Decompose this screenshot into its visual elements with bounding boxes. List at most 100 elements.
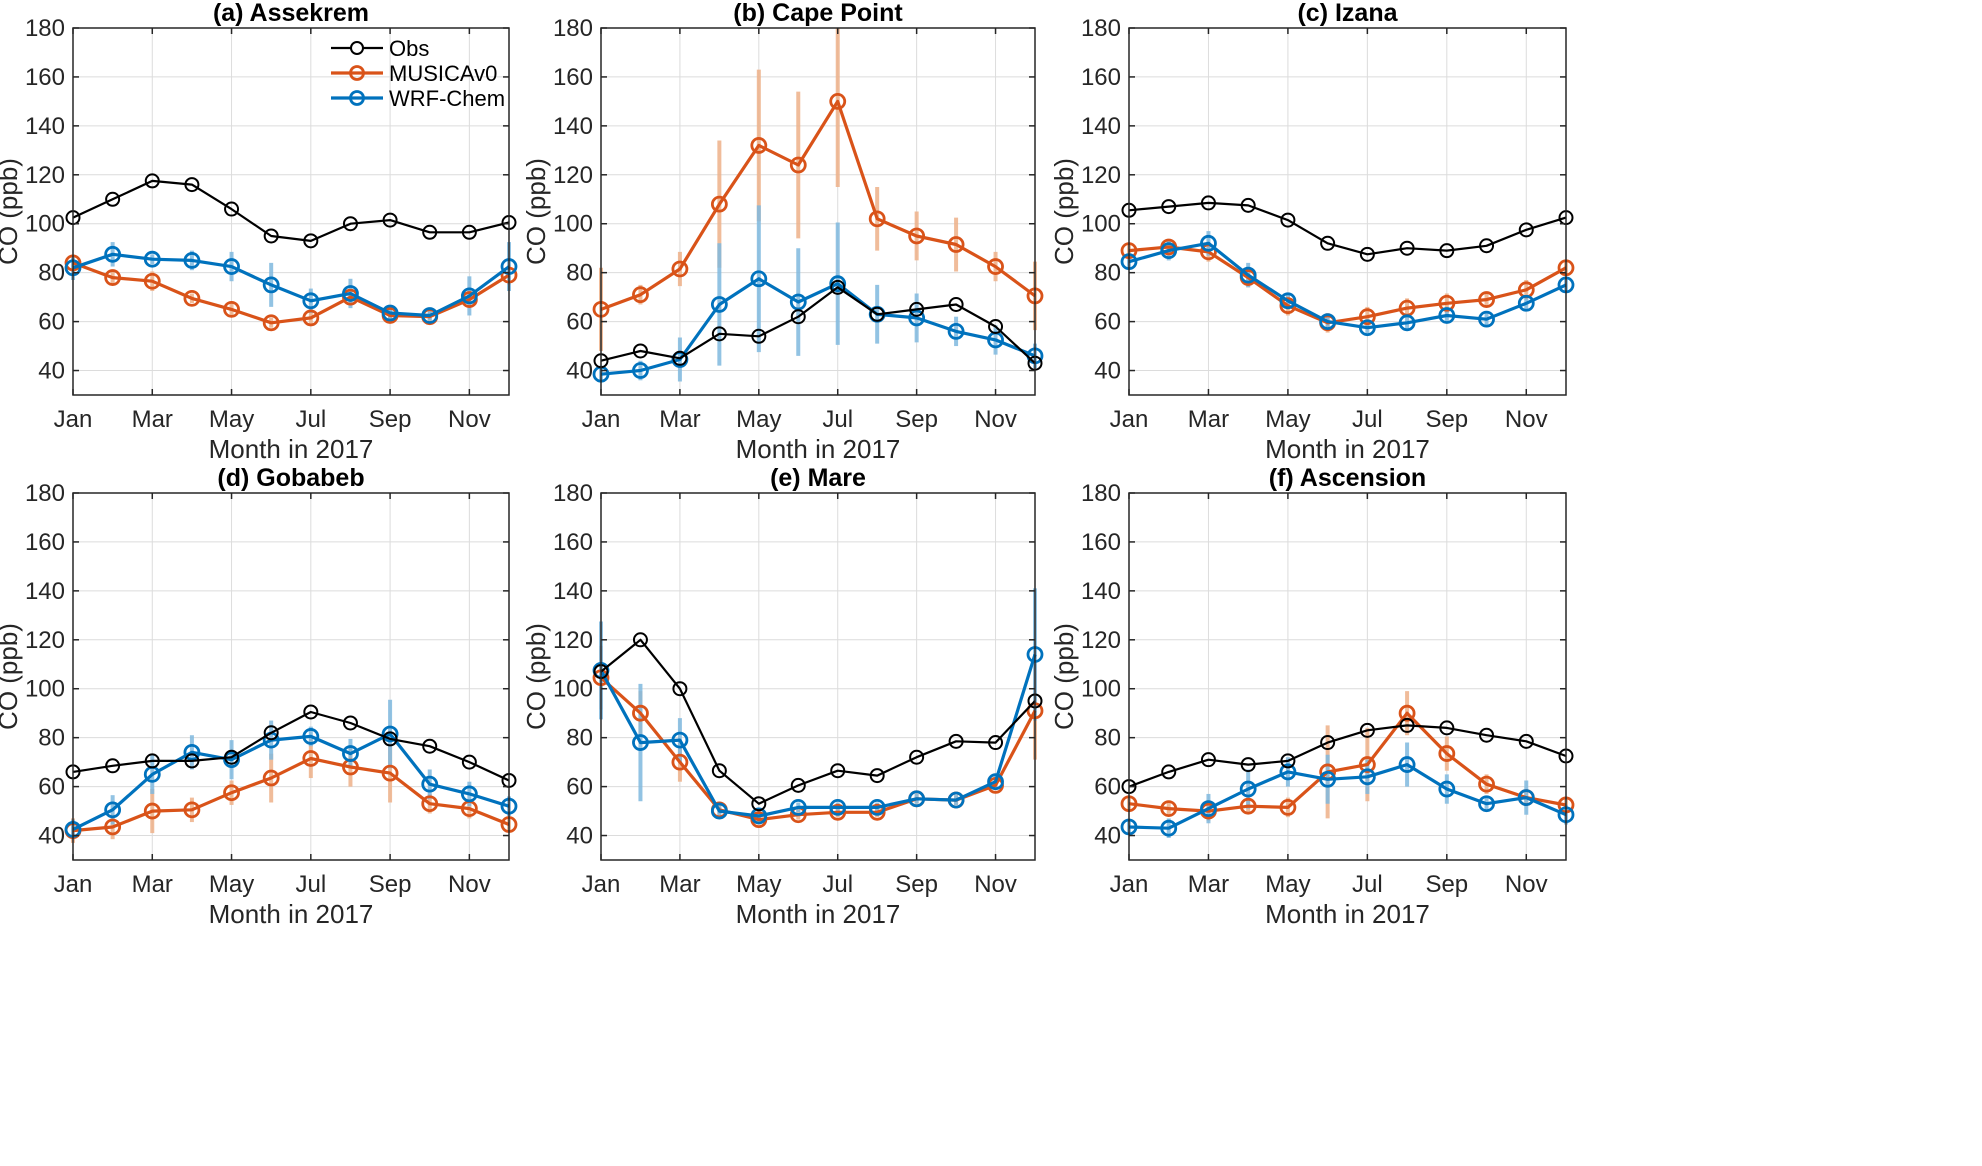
x-tick-label: Jan	[54, 406, 93, 433]
data-point	[1478, 795, 1495, 813]
y-tick-label: 60	[38, 774, 65, 801]
data-point	[1239, 797, 1257, 815]
panel-title: (d) Gobabeb	[217, 464, 364, 492]
panel-6: 40 60 80 100 120 140 160 180 Jan Mar May Jul Sep Nov M…	[1049, 464, 1575, 929]
data-point	[262, 314, 280, 332]
data-point	[1398, 314, 1416, 332]
x-tick-label: Jul	[1352, 406, 1383, 433]
y-tick-label: 60	[566, 309, 593, 336]
series-obs	[593, 632, 1043, 812]
x-tick-label: Mar	[1188, 406, 1229, 433]
x-tick-label: Jan	[54, 871, 93, 898]
panel-title: (a) Assekrem	[213, 0, 369, 27]
data-point	[710, 296, 728, 313]
data-point	[342, 715, 358, 731]
series-line-wrf-chem	[72, 252, 510, 318]
data-point	[1438, 780, 1456, 798]
data-point	[1160, 242, 1178, 260]
x-tick-label: Sep	[895, 871, 938, 898]
data-point	[672, 681, 688, 697]
data-point	[1239, 266, 1257, 284]
series-line-musicav0	[1128, 711, 1567, 813]
data-point	[830, 279, 846, 295]
x-tick-label: Jul	[1352, 871, 1383, 898]
data-point	[381, 725, 399, 743]
y-axis-label: CO (ppb)	[1049, 623, 1079, 730]
x-tick-label: Nov	[1505, 871, 1548, 898]
y-tick-label: 80	[566, 725, 593, 752]
data-point	[711, 763, 727, 779]
series-line-wrf-chem	[599, 654, 1037, 818]
data-point	[1319, 313, 1337, 331]
data-point	[302, 728, 320, 745]
grid	[1128, 27, 1566, 395]
series-obs	[593, 279, 1043, 371]
y-tick-label: 160	[25, 64, 65, 91]
series-line-obs	[72, 710, 510, 782]
data-point	[224, 749, 240, 765]
data-point	[183, 801, 201, 819]
series-musicav0	[1120, 238, 1575, 332]
data-point	[381, 764, 399, 782]
data-point	[1438, 294, 1456, 312]
data-point	[672, 350, 688, 366]
data-point	[829, 798, 847, 816]
legend-label: WRF-Chem	[389, 86, 505, 111]
y-tick-label: 40	[1094, 823, 1121, 850]
y-axis-label: CO (ppb)	[521, 623, 551, 730]
x-tick-label: May	[209, 406, 254, 433]
series-musicav0	[592, 93, 1044, 318]
data-point	[1359, 246, 1375, 262]
y-tick-label: 180	[553, 15, 593, 42]
data-point	[1279, 292, 1297, 310]
data-point	[632, 343, 648, 359]
x-tick-label: Sep	[1425, 406, 1468, 433]
data-point	[948, 296, 964, 312]
series-obs	[65, 173, 517, 249]
data-point	[909, 301, 925, 317]
data-point	[144, 753, 160, 769]
data-point	[632, 362, 649, 379]
data-point	[908, 790, 926, 808]
data-point	[710, 802, 728, 820]
data-point	[1517, 789, 1535, 807]
data-point	[790, 309, 806, 325]
data-point	[1479, 238, 1495, 254]
y-tick-label: 180	[25, 15, 65, 42]
x-axis-label: Month in 2017	[1265, 899, 1430, 929]
x-tick-label: Jul	[822, 871, 853, 898]
x-tick-label: Nov	[1505, 406, 1548, 433]
y-tick-label: 60	[38, 309, 65, 336]
data-point	[382, 212, 398, 228]
panel-2: 40 60 80 100 120 140 160 180 Jan Mar May Jul Sep Nov M…	[521, 0, 1044, 464]
data-point	[671, 753, 689, 771]
panel-1: 40 60 80 100 120 140 160 180 Jan Mar May Jul Sep Nov M…	[0, 0, 518, 464]
y-tick-label: 160	[1081, 529, 1121, 556]
data-point	[262, 769, 280, 787]
x-axis-label: Month in 2017	[209, 899, 374, 929]
y-tick-label: 160	[25, 529, 65, 556]
data-point	[223, 784, 240, 802]
errorbars-musicav0	[71, 738, 511, 843]
y-tick-label: 120	[553, 627, 593, 654]
data-point	[988, 318, 1004, 334]
data-point	[671, 260, 689, 278]
series-line-obs	[600, 286, 1036, 365]
y-tick-label: 100	[1081, 676, 1121, 703]
legend-item: WRF-Chem	[331, 86, 505, 111]
series-line-obs	[72, 179, 510, 242]
legend-item: Obs	[331, 36, 429, 61]
y-tick-label: 60	[566, 774, 593, 801]
data-point	[302, 750, 320, 767]
x-tick-label: Jul	[822, 406, 853, 433]
data-point	[632, 632, 648, 648]
data-point	[750, 807, 768, 825]
series-line-musicav0	[600, 99, 1036, 311]
y-tick-label: 180	[1081, 480, 1121, 507]
y-tick-label: 120	[553, 162, 593, 189]
data-point	[829, 93, 847, 110]
axes-box	[1128, 27, 1567, 396]
x-tick-label: Mar	[659, 871, 700, 898]
data-point	[303, 704, 319, 720]
data-point	[1200, 752, 1216, 768]
